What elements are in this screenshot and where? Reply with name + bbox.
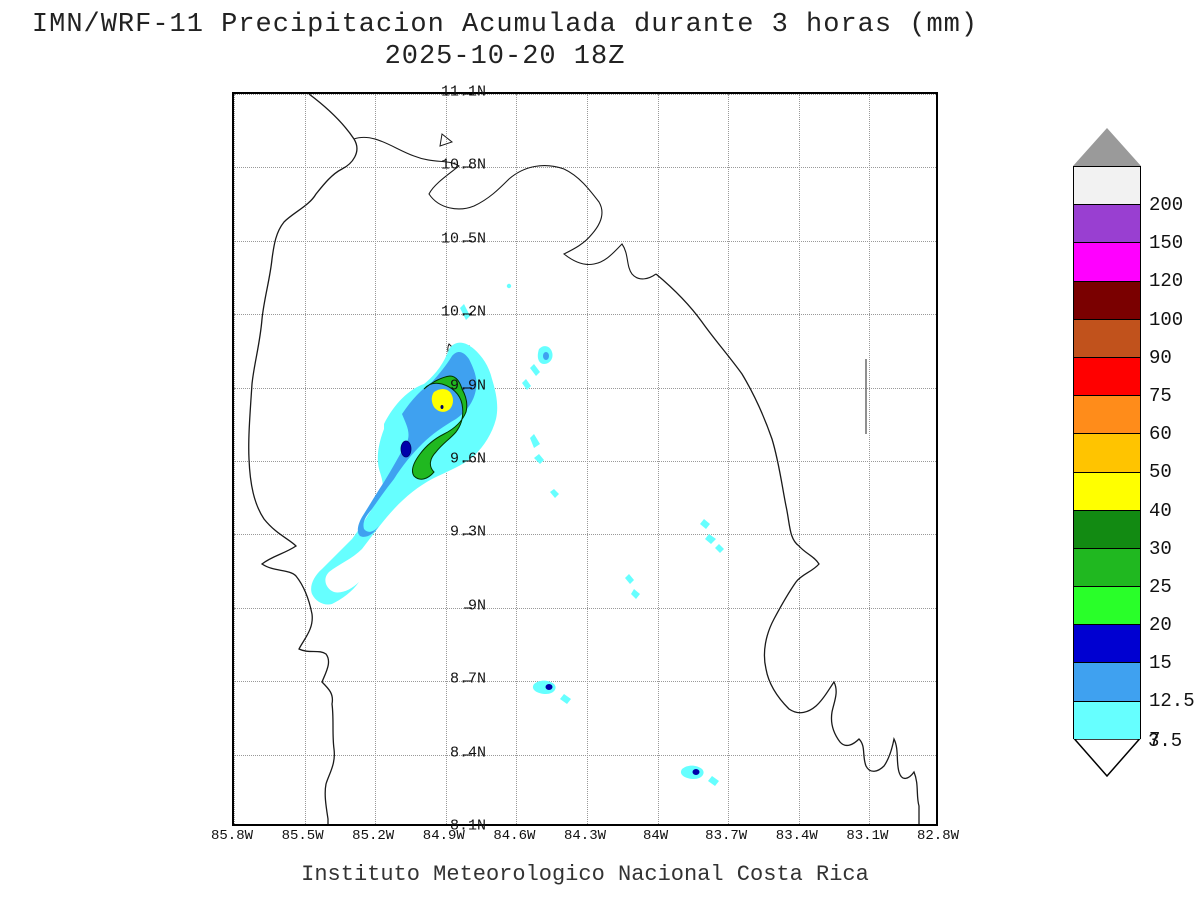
colorbar-segment-150-200: 200 <box>1073 166 1141 204</box>
colorbar-segment-7-12.5: 12.5 <box>1073 662 1141 700</box>
colorbar-label-20: 20 <box>1149 614 1172 636</box>
colorbar-label-120: 120 <box>1149 270 1183 292</box>
x-tick-label-0: 85.8W <box>211 828 253 844</box>
colorbar-label-200: 200 <box>1149 194 1183 216</box>
colorbar-arrow-top <box>1073 128 1141 166</box>
colorbar-segment-15-20: 20 <box>1073 586 1141 624</box>
y-tick-label-9: 8.4N <box>426 744 486 761</box>
colorbar-segment-90-100: 100 <box>1073 281 1141 319</box>
y-tick-label-0: 11.1N <box>426 84 486 101</box>
chart-title-block: IMN/WRF-11 Precipitacion Acumulada duran… <box>0 10 1010 72</box>
y-tick-label-7: 9N <box>426 597 486 614</box>
colorbar-label-12.5: 12.5 <box>1149 690 1195 712</box>
y-tick-label-5: 9.6N <box>426 451 486 468</box>
colorbar-segment-3.5-7: 7 <box>1073 701 1141 739</box>
x-tick-label-2: 85.2W <box>352 828 394 844</box>
chart-title-line1: IMN/WRF-11 Precipitacion Acumulada duran… <box>0 10 1010 40</box>
colorbar-label-25: 25 <box>1149 576 1172 598</box>
y-tick-label-4: 9.9N <box>426 377 486 394</box>
colorbar-segment-50-60: 60 <box>1073 395 1141 433</box>
colorbar-segment-60-75: 75 <box>1073 357 1141 395</box>
attribution-footer: Instituto Meteorologico Nacional Costa R… <box>232 862 938 887</box>
colorbar-segment-12.5-15: 15 <box>1073 624 1141 662</box>
x-tick-label-4: 84.6W <box>493 828 535 844</box>
colorbar-segment-30-40: 40 <box>1073 472 1141 510</box>
map-plot-area[interactable] <box>232 92 938 826</box>
colorbar-segment-20-25: 25 <box>1073 548 1141 586</box>
colorbar-label-15: 15 <box>1149 652 1172 674</box>
y-tick-label-2: 10.5N <box>426 230 486 247</box>
colorbar-label-60: 60 <box>1149 423 1172 445</box>
colorbar-label-40: 40 <box>1149 500 1172 522</box>
colorbar-label-150: 150 <box>1149 232 1183 254</box>
precipitation-contours <box>234 94 936 824</box>
y-tick-label-1: 10.8N <box>426 157 486 174</box>
colorbar-label-50: 50 <box>1149 461 1172 483</box>
y-tick-label-6: 9.3N <box>426 524 486 541</box>
colorbar-label-90: 90 <box>1149 347 1172 369</box>
colorbar-legend[interactable]: 200 150 120 100 90 75 60 50 40 30 25 20 … <box>1073 128 1141 777</box>
colorbar-arrow-bottom-wrap: 3.5 <box>1073 739 1141 777</box>
colorbar-arrow-bottom <box>1073 739 1141 777</box>
x-tick-label-5: 84.3W <box>564 828 606 844</box>
colorbar-segment-40-50: 50 <box>1073 433 1141 471</box>
x-tick-label-7: 83.7W <box>705 828 747 844</box>
colorbar-segment-100-120: 120 <box>1073 242 1141 280</box>
x-tick-label-8: 83.4W <box>776 828 818 844</box>
x-tick-label-10: 82.8W <box>917 828 959 844</box>
x-tick-label-1: 85.5W <box>282 828 324 844</box>
colorbar-label-30: 30 <box>1149 538 1172 560</box>
x-tick-label-3: 84.9W <box>423 828 465 844</box>
colorbar-segment-25-30: 30 <box>1073 510 1141 548</box>
x-tick-label-6: 84W <box>643 828 668 844</box>
colorbar-label-75: 75 <box>1149 385 1172 407</box>
colorbar-segment-75-90: 90 <box>1073 319 1141 357</box>
chart-title-line2: 2025-10-20 18Z <box>0 42 1010 72</box>
y-tick-label-3: 10.2N <box>426 304 486 321</box>
y-tick-label-8: 8.7N <box>426 671 486 688</box>
x-tick-label-9: 83.1W <box>846 828 888 844</box>
colorbar-segment-120-150: 150 <box>1073 204 1141 242</box>
colorbar-label-100: 100 <box>1149 309 1183 331</box>
colorbar-label-3.5: 3.5 <box>1148 730 1182 752</box>
